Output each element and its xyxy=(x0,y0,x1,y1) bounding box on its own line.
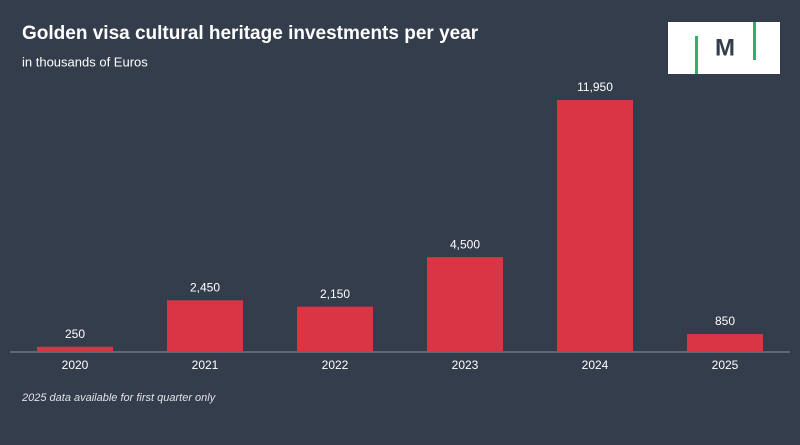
bar xyxy=(427,257,503,352)
data-label: 2,450 xyxy=(190,281,220,295)
x-tick-label: 2022 xyxy=(322,358,349,372)
x-tick-label: 2021 xyxy=(192,358,219,372)
bar xyxy=(167,300,243,352)
bar xyxy=(37,346,113,352)
logo-bar xyxy=(695,36,698,74)
bar xyxy=(297,306,373,352)
footnote: 2025 data available for first quarter on… xyxy=(21,392,217,404)
data-label: 4,500 xyxy=(450,237,480,251)
x-tick-label: 2025 xyxy=(712,358,739,372)
data-label: 2,150 xyxy=(320,287,350,301)
logo-text: M xyxy=(715,34,735,61)
data-label: 250 xyxy=(65,327,85,341)
logo-bar xyxy=(753,22,756,60)
chart-subtitle: in thousands of Euros xyxy=(22,54,148,69)
x-tick-label: 2023 xyxy=(452,358,479,372)
logo: M xyxy=(668,22,780,74)
data-label: 11,950 xyxy=(577,80,613,94)
bar xyxy=(557,100,633,352)
chart-title: Golden visa cultural heritage investment… xyxy=(22,23,479,44)
logo-box xyxy=(668,22,780,74)
data-label: 850 xyxy=(715,314,735,328)
x-tick-label: 2020 xyxy=(62,358,89,372)
bar xyxy=(687,334,763,352)
x-tick-label: 2024 xyxy=(582,358,609,372)
